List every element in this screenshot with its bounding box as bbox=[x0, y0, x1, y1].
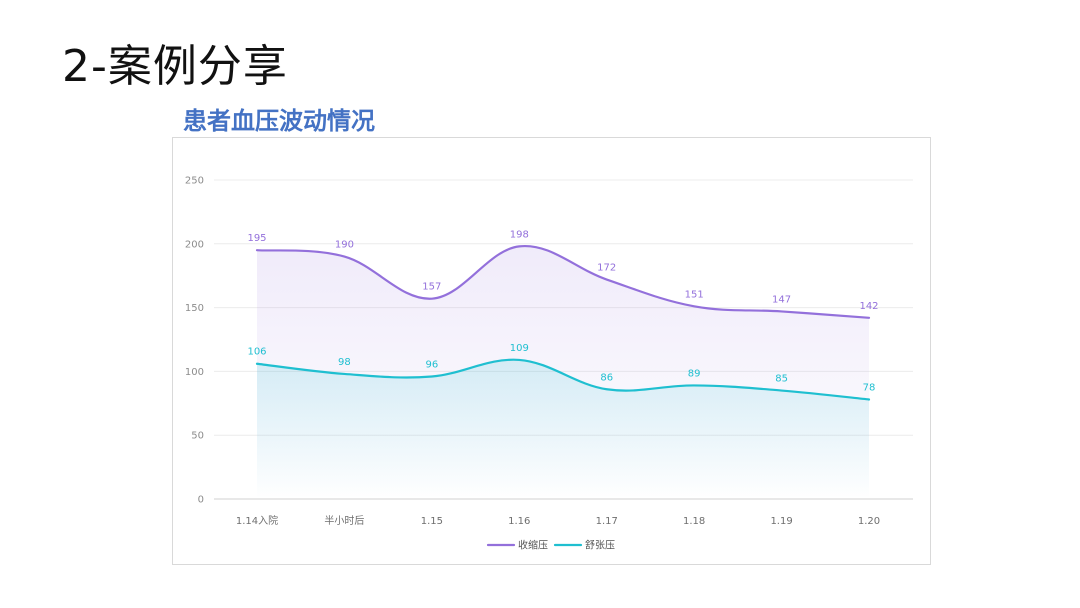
line-chart: 0 50 100 150 200 250 1.14入院 半小时后 1.15 1.16 1.17 1.1… bbox=[185, 176, 913, 552]
y-tick-label: 100 bbox=[185, 367, 204, 378]
data-label: 142 bbox=[859, 301, 878, 312]
chart-container: 0 50 100 150 200 250 1.14入院 半小时后 1.15 1.16 1.17 1.1… bbox=[172, 137, 931, 565]
y-tick-label: 200 bbox=[185, 239, 204, 250]
data-label: 86 bbox=[600, 372, 613, 383]
x-tick-label: 1.15 bbox=[421, 516, 443, 527]
y-tick-label: 250 bbox=[185, 176, 204, 187]
data-label: 157 bbox=[422, 282, 441, 293]
y-tick-label: 50 bbox=[191, 431, 204, 442]
series-line bbox=[255, 358, 871, 401]
data-label: 147 bbox=[772, 294, 791, 305]
chart-title: 患者血压波动情况 bbox=[183, 107, 375, 135]
x-tick-label: 1.20 bbox=[858, 516, 880, 527]
legend-label: 收缩压 bbox=[518, 539, 548, 552]
x-tick-label: 1.18 bbox=[683, 516, 705, 527]
data-label: 190 bbox=[335, 240, 354, 251]
data-label: 151 bbox=[685, 289, 704, 300]
x-tick-label: 半小时后 bbox=[324, 514, 364, 527]
x-tick-label: 1.14入院 bbox=[236, 514, 278, 527]
data-label: 89 bbox=[688, 368, 701, 379]
data-label: 78 bbox=[863, 382, 876, 393]
data-label: 195 bbox=[247, 233, 266, 244]
data-label: 96 bbox=[425, 360, 438, 371]
data-label: 172 bbox=[597, 263, 616, 274]
data-label: 109 bbox=[510, 343, 529, 354]
series-area bbox=[257, 359, 869, 499]
legend-label: 舒张压 bbox=[585, 539, 615, 552]
x-tick-label: 1.19 bbox=[770, 516, 792, 527]
x-tick-label: 1.17 bbox=[596, 516, 618, 527]
data-label: 106 bbox=[247, 347, 266, 358]
x-tick-label: 1.16 bbox=[508, 516, 530, 527]
series-line bbox=[255, 245, 871, 319]
data-label: 198 bbox=[510, 229, 529, 240]
slide-title: 2-案例分享 bbox=[62, 41, 288, 92]
data-label: 85 bbox=[775, 374, 788, 385]
y-tick-label: 0 bbox=[198, 495, 204, 506]
y-tick-label: 150 bbox=[185, 303, 204, 314]
data-label: 98 bbox=[338, 357, 351, 368]
